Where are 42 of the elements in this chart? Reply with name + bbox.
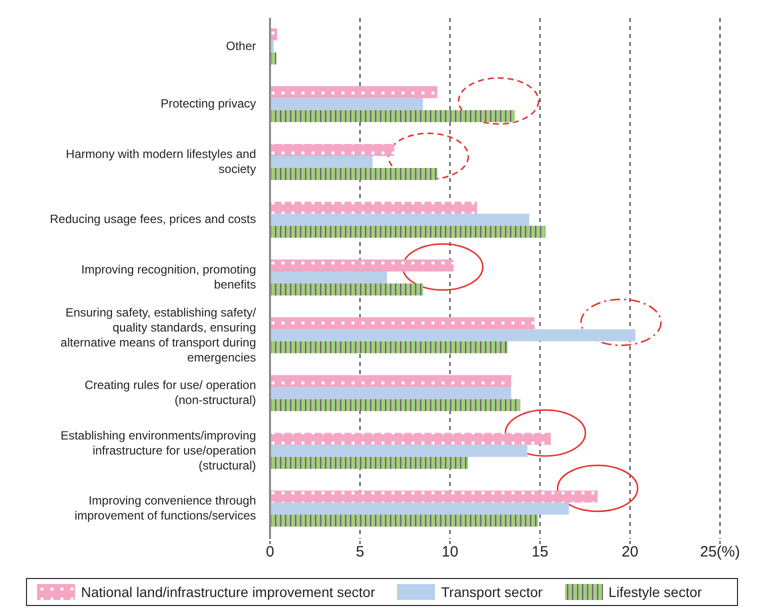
- bar: [270, 432, 551, 445]
- x-tick-label: 25(%): [700, 544, 740, 561]
- legend-label: Transport sector: [441, 584, 543, 600]
- bar: [270, 202, 477, 214]
- y-tick-label: Creating rules for use/ operation (non-structural): [84, 378, 256, 408]
- bar: [270, 444, 528, 457]
- bar: [270, 375, 512, 388]
- y-tick-label: Other: [226, 39, 256, 54]
- bar: [270, 399, 520, 412]
- bar: [270, 456, 468, 469]
- bar: [270, 214, 530, 226]
- bar: [270, 260, 454, 272]
- x-tick-label: 5: [356, 544, 364, 561]
- bar: [270, 226, 546, 238]
- bar: [270, 341, 508, 354]
- y-tick-label: Establishing environments/improving infrastructure for use/operation (structural): [60, 428, 256, 473]
- bar: [270, 502, 569, 515]
- bar: [270, 272, 387, 284]
- y-tick-label: Reducing usage fees, prices and costs: [50, 212, 256, 226]
- y-tick-label: Harmony with modern lifestyles and society: [66, 147, 256, 176]
- bar: [270, 387, 512, 400]
- legend-label: Lifestyle sector: [608, 584, 702, 600]
- bar: [270, 168, 438, 180]
- bar: [270, 110, 515, 122]
- y-tick-label: Improving recognition, promoting benefits: [81, 262, 256, 292]
- bar: [270, 284, 423, 296]
- x-tick-label: 15: [532, 544, 548, 561]
- x-tick-label: 0: [266, 544, 274, 561]
- x-tick-label: 10: [442, 544, 458, 561]
- bar: [270, 490, 598, 503]
- bar: [270, 156, 373, 168]
- x-tick-label: 20: [622, 544, 638, 561]
- y-tick-label: Ensuring safety, establishing safety/ quality standards, ensuring alternative means of transport during emergencies: [60, 305, 257, 364]
- bar: [270, 329, 636, 342]
- y-tick-label: Protecting privacy: [160, 96, 256, 111]
- bar: [270, 317, 535, 330]
- bar: [270, 86, 438, 98]
- y-tick-label: Improving convenience through improvement of functions/services: [74, 494, 256, 523]
- bar: [270, 98, 423, 110]
- bar: [270, 144, 394, 156]
- legend-label: National land/infrastructure improvement sector: [81, 584, 376, 600]
- bar: [270, 514, 538, 527]
